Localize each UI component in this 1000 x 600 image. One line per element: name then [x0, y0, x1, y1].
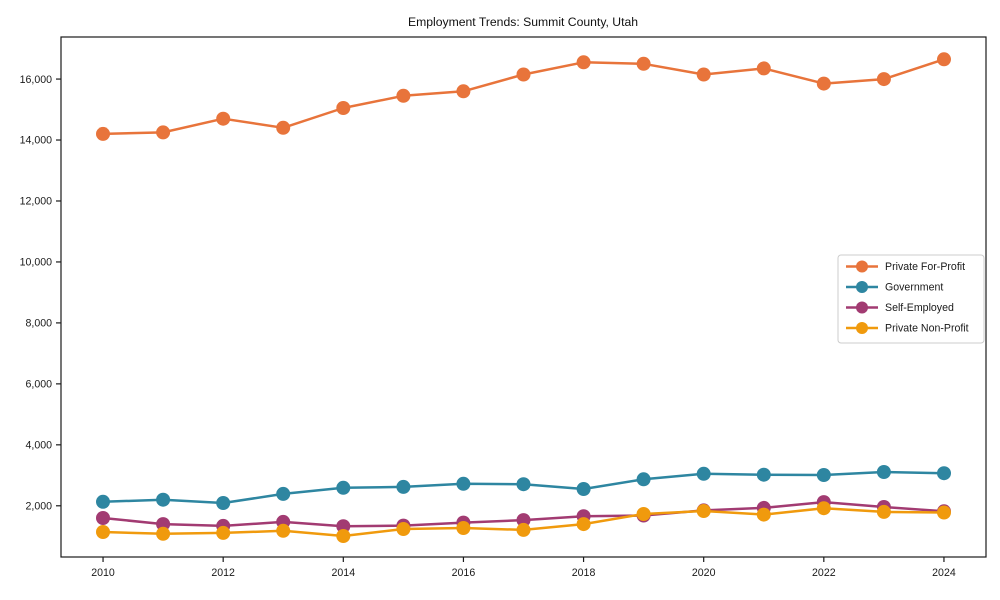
legend-label: Self-Employed — [885, 302, 954, 314]
data-point-private-non-profit — [276, 523, 291, 538]
data-point-government — [396, 479, 411, 494]
data-point-government — [816, 468, 831, 482]
legend-marker — [856, 281, 868, 293]
data-point-private-non-profit — [396, 522, 411, 536]
x-tick-label: 2024 — [932, 567, 956, 579]
x-tick-label: 2014 — [332, 567, 356, 579]
legend-label: Private Non-Profit — [885, 323, 969, 335]
y-tick-label: 8,000 — [25, 318, 52, 330]
data-point-private-non-profit — [456, 521, 471, 535]
data-point-private-non-profit — [516, 522, 531, 537]
data-point-private-for-profit — [336, 101, 351, 115]
data-point-private-for-profit — [937, 52, 951, 67]
data-point-private-non-profit — [876, 504, 891, 519]
data-point-private-for-profit — [96, 126, 110, 141]
data-point-government — [756, 467, 771, 482]
y-tick-label: 4,000 — [25, 440, 52, 452]
data-point-government — [96, 494, 110, 509]
legend-marker — [856, 322, 868, 334]
legend-marker — [856, 301, 868, 314]
series-private-non-profit — [96, 501, 951, 543]
data-point-government — [576, 482, 591, 496]
data-point-government — [336, 480, 351, 495]
x-tick-label: 2016 — [452, 567, 476, 579]
data-point-government — [876, 465, 891, 479]
x-tick-label: 2022 — [812, 567, 836, 579]
data-point-government — [516, 477, 531, 492]
y-tick-label: 2,000 — [25, 500, 52, 512]
data-point-government — [456, 476, 471, 491]
data-point-government — [937, 466, 951, 481]
data-point-private-for-profit — [456, 84, 471, 99]
data-point-private-non-profit — [636, 507, 651, 521]
legend-item-private-for-profit: Private For-Profit — [846, 260, 965, 273]
data-point-private-for-profit — [576, 55, 591, 70]
y-tick-label: 12,000 — [20, 196, 53, 208]
data-point-private-non-profit — [576, 517, 591, 532]
plot-area: 2,000 4,000 6,000 8,000 10,000 12,000 14,000 16… — [20, 36, 987, 579]
data-point-self-employed — [96, 511, 110, 525]
data-point-private-for-profit — [816, 76, 831, 91]
legend-box — [837, 254, 985, 344]
legend-label: Private For-Profit — [885, 261, 965, 273]
data-point-private-for-profit — [396, 88, 411, 103]
data-point-government — [216, 496, 231, 510]
data-point-self-employed — [156, 517, 171, 532]
data-point-self-employed — [336, 519, 351, 534]
x-tick-label: 2018 — [572, 567, 596, 579]
x-tick-label: 2012 — [211, 567, 235, 579]
data-point-self-employed — [516, 513, 531, 528]
data-point-private-non-profit — [336, 529, 351, 543]
legend-marker — [856, 260, 868, 273]
data-point-private-for-profit — [756, 61, 771, 76]
data-point-private-for-profit — [516, 67, 531, 82]
legend-item-self-employed: Self-Employed — [846, 301, 954, 314]
data-point-private-non-profit — [756, 507, 771, 522]
data-point-private-for-profit — [696, 67, 711, 82]
legend-item-government: Government — [846, 281, 943, 294]
x-tick-label: 2020 — [692, 567, 716, 579]
data-point-government — [276, 486, 291, 501]
y-tick-label: 6,000 — [25, 379, 52, 391]
y-tick-label: 16,000 — [20, 74, 53, 86]
data-point-private-non-profit — [816, 501, 831, 516]
data-point-private-non-profit — [96, 525, 110, 539]
data-point-private-for-profit — [216, 111, 231, 126]
plot-frame — [60, 36, 987, 558]
legend: Private For-Profit Government Self-Employe… — [837, 254, 985, 344]
series-government — [96, 465, 951, 510]
data-point-government — [696, 466, 711, 481]
data-point-private-non-profit — [696, 504, 711, 518]
data-point-private-non-profit — [937, 505, 951, 520]
data-point-private-for-profit — [276, 120, 291, 135]
data-point-private-for-profit — [876, 72, 891, 87]
legend-label: Government — [885, 282, 943, 294]
data-point-private-for-profit — [156, 125, 171, 140]
legend-item-private-non-profit: Private Non-Profit — [846, 322, 969, 335]
y-tick-label: 14,000 — [20, 135, 53, 147]
chart-title: Employment Trends: Summit County, Utah — [408, 15, 638, 29]
data-point-private-non-profit — [216, 525, 231, 540]
data-point-private-non-profit — [156, 526, 171, 541]
series-private-for-profit — [96, 52, 951, 141]
y-tick-label: 10,000 — [20, 257, 53, 269]
data-point-government — [156, 492, 171, 507]
x-tick-label: 2010 — [91, 567, 115, 579]
data-point-private-for-profit — [636, 56, 651, 71]
data-point-government — [636, 472, 651, 487]
